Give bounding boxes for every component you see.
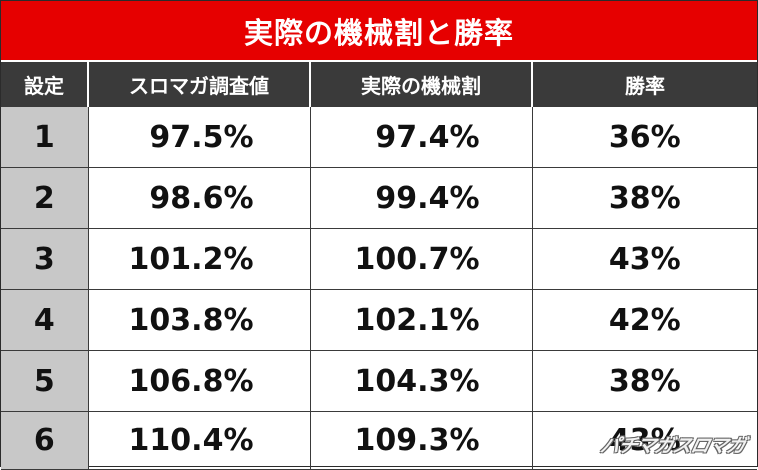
- setting-cell: 1: [1, 106, 89, 168]
- win-rate-cell: 43%: [531, 411, 757, 470]
- survey-cell: 97.5%: [87, 106, 311, 168]
- table-row: 1 97.5% 97.4% 36%: [1, 106, 757, 168]
- actual-cell: 100.7%: [309, 228, 533, 290]
- win-rate-cell: 36%: [531, 106, 757, 168]
- actual-cell: 102.1%: [309, 289, 533, 351]
- survey-cell: 103.8%: [87, 289, 311, 351]
- watermark-logo: パチマガスロマガ: [598, 435, 748, 457]
- win-rate-cell: 43%: [531, 228, 757, 290]
- results-table: 設定 スロマガ調査値 実際の機械割 勝率 1 97.5% 97.4% 36% 2…: [1, 62, 757, 470]
- table-row: 2 98.6% 99.4% 38%: [1, 167, 757, 229]
- actual-cell: 109.3%: [309, 411, 533, 470]
- header-win-rate: 勝率: [532, 62, 757, 107]
- setting-cell: 5: [1, 350, 89, 412]
- actual-cell: 97.4%: [309, 106, 533, 168]
- table-row: 5 106.8% 104.3% 38%: [1, 350, 757, 412]
- survey-cell: 106.8%: [87, 350, 311, 412]
- header-actual: 実際の機械割: [310, 62, 533, 107]
- setting-cell: 3: [1, 228, 89, 290]
- header-setting: 設定: [1, 62, 89, 107]
- actual-cell: 104.3%: [309, 350, 533, 412]
- win-rate-cell: 42%: [531, 289, 757, 351]
- survey-cell: 110.4%: [87, 411, 311, 470]
- setting-cell: 4: [1, 289, 89, 351]
- table-row: 4 103.8% 102.1% 42%: [1, 289, 757, 351]
- table-row: 6 110.4% 109.3% 43%: [1, 411, 757, 470]
- table-row: 3 101.2% 100.7% 43%: [1, 228, 757, 290]
- header-row: 設定 スロマガ調査値 実際の機械割 勝率: [1, 62, 757, 107]
- win-rate-cell: 38%: [531, 350, 757, 412]
- survey-cell: 98.6%: [87, 167, 311, 229]
- survey-cell: 101.2%: [87, 228, 311, 290]
- setting-cell: 6: [1, 411, 89, 470]
- header-survey: スロマガ調査値: [88, 62, 311, 107]
- actual-cell: 99.4%: [309, 167, 533, 229]
- win-rate-cell: 38%: [531, 167, 757, 229]
- setting-cell: 2: [1, 167, 89, 229]
- page-title: 実際の機械割と勝率: [1, 1, 757, 62]
